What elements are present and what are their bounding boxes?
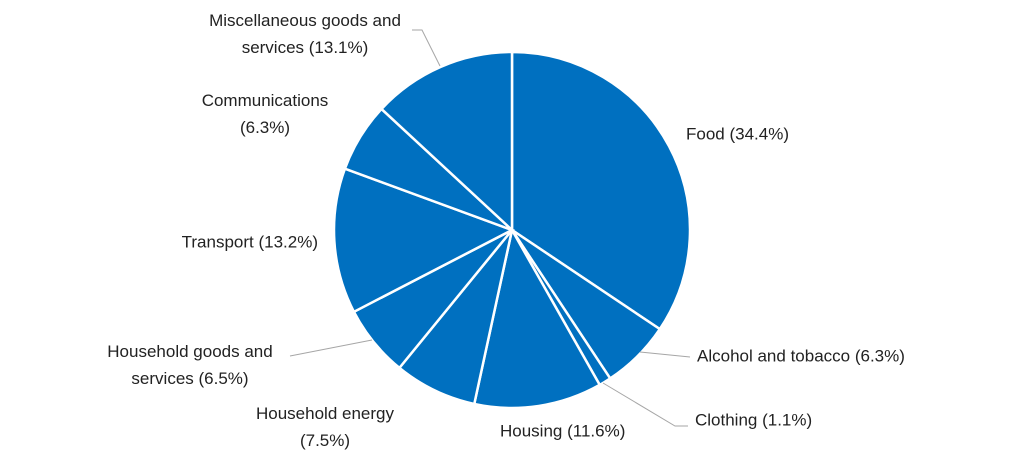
data-label: Housing (11.6%) [500,421,625,440]
data-label: Miscellaneous goods and services (13.1%) [209,11,401,57]
data-label: Alcohol and tobacco (6.3%) [697,346,905,365]
pie-slice [510,50,692,331]
pie-slice [332,167,516,314]
leader-line [602,382,688,427]
pie-slice [472,226,602,410]
data-label: Transport (13.2%) [182,232,318,251]
leader-line [639,351,691,358]
data-label: Household goods and services (6.5%) [107,342,272,388]
data-label: Communications (6.3%) [202,91,329,137]
leader-line [412,29,441,67]
data-label: Clothing (1.1%) [695,410,812,429]
data-label: Food (34.4%) [686,124,789,143]
pie-slice [379,50,514,233]
pie [332,50,692,410]
leader-line [289,339,373,357]
data-label: Household energy (7.5%) [256,404,394,450]
